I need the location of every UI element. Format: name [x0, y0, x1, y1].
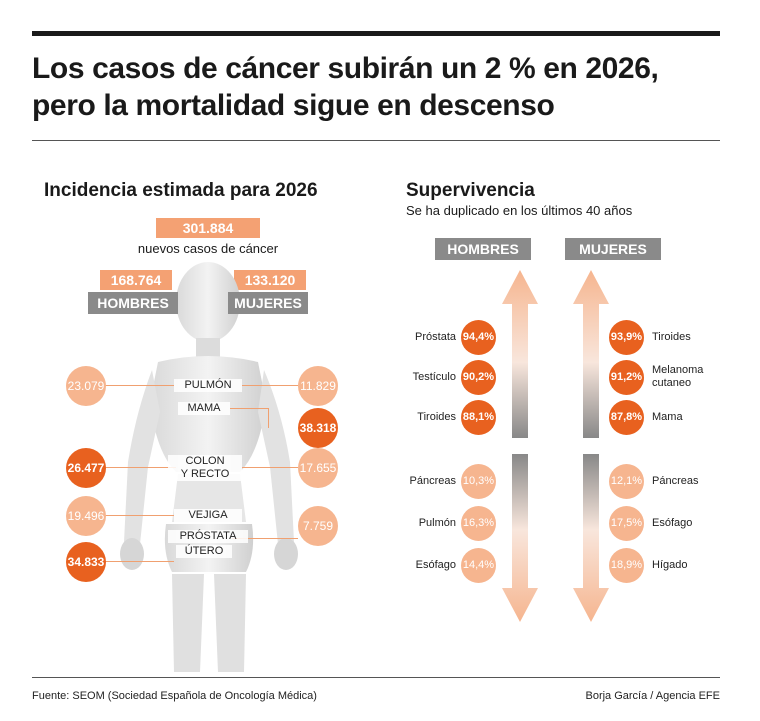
- men-high-label-testicle: Testículo: [412, 371, 456, 383]
- men-high-label-prostate: Próstata: [415, 331, 456, 343]
- men-total-badge: 168.764: [100, 270, 172, 290]
- credit-note: Borja García / Agencia EFE: [585, 690, 720, 702]
- connector-line: [242, 385, 298, 386]
- header-divider: [32, 140, 720, 141]
- women-colon-cases: 17.655: [298, 448, 338, 488]
- incidence-heading: Incidencia estimada para 2026: [44, 180, 318, 201]
- total-cases-badge: 301.884: [156, 218, 260, 238]
- women-high-value-thyroid: 93,9%: [609, 320, 644, 355]
- men-column-header: HOMBRES: [88, 292, 178, 314]
- women-high-label-breast: Mama: [652, 411, 683, 423]
- headline: Los casos de cáncer subirán un 2 % en 20…: [32, 50, 732, 124]
- women-high-label-melanoma-line2: cutaneo: [652, 377, 692, 389]
- women-low-label-pancreas: Páncreas: [652, 475, 699, 487]
- women-high-value-breast: 87,8%: [609, 400, 644, 435]
- women-low-label-liver: Hígado: [652, 559, 688, 571]
- connector-line: [104, 561, 174, 562]
- survival-subheading: Se ha duplicado en los últimos 40 años: [406, 203, 633, 218]
- source-note: Fuente: SEOM (Sociedad Española de Oncol…: [32, 690, 317, 702]
- women-breast-cases: 38.318: [298, 408, 338, 448]
- women-low-value-pancreas: 12,1%: [609, 464, 644, 499]
- women-survival-arrow-illustration: [573, 270, 609, 622]
- women-low-label-esophagus: Esófago: [652, 517, 693, 529]
- total-cases-label: nuevos casos de cáncer: [137, 241, 279, 256]
- men-prostate-cases: 34.833: [66, 542, 106, 582]
- men-high-value-testicle: 90,2%: [461, 360, 496, 395]
- organ-label-uterus: ÚTERO: [176, 545, 232, 558]
- women-high-label-thyroid: Tiroides: [652, 331, 691, 343]
- organ-label-prostate: PRÓSTATA: [168, 530, 248, 543]
- men-low-value-esophagus: 14,4%: [461, 548, 496, 583]
- women-high-label-melanoma-line1: Melanoma: [652, 364, 704, 376]
- organ-label-colon-line1: COLON: [185, 455, 225, 467]
- connector-line: [104, 515, 174, 516]
- women-lung-cases: 11.829: [298, 366, 338, 406]
- connector-line: [268, 408, 269, 428]
- men-colon-cases: 26.477: [66, 448, 106, 488]
- survival-men-header: HOMBRES: [435, 238, 531, 260]
- men-low-label-esophagus: Esófago: [415, 559, 456, 571]
- connector-line: [104, 467, 176, 468]
- organ-label-breast: MAMA: [178, 402, 230, 415]
- connector-line: [230, 408, 268, 409]
- organ-label-bladder: VEJIGA: [174, 509, 242, 522]
- footer-divider: [32, 677, 720, 678]
- men-lung-cases: 23.079: [66, 366, 106, 406]
- women-low-value-liver: 18,9%: [609, 548, 644, 583]
- men-low-label-lung: Pulmón: [418, 517, 456, 529]
- women-high-label-melanoma: Melanoma cutaneo: [652, 364, 703, 390]
- men-low-label-pancreas: Páncreas: [409, 475, 456, 487]
- men-bladder-cases: 19.496: [66, 496, 106, 536]
- women-high-value-melanoma: 91,2%: [609, 360, 644, 395]
- connector-line: [104, 385, 174, 386]
- survival-heading: Supervivencia: [406, 180, 535, 201]
- organ-label-colon-line2: Y RECTO: [180, 468, 230, 480]
- survival-women-header: MUJERES: [565, 238, 661, 260]
- top-rule: [32, 31, 720, 36]
- connector-line: [242, 467, 298, 468]
- headline-line-2: pero la mortalidad sigue en descenso: [32, 89, 555, 122]
- women-total-badge: 133.120: [234, 270, 306, 290]
- men-high-value-thyroid: 88,1%: [461, 400, 496, 435]
- connector-line: [232, 538, 298, 539]
- women-low-value-esophagus: 17,5%: [609, 506, 644, 541]
- men-high-value-prostate: 94,4%: [461, 320, 496, 355]
- men-low-value-pancreas: 10,3%: [461, 464, 496, 499]
- women-uterus-cases: 7.759: [298, 506, 338, 546]
- organ-label-colon: COLON Y RECTO: [168, 455, 242, 481]
- organ-label-lung: PULMÓN: [174, 379, 242, 392]
- men-survival-arrow-illustration: [502, 270, 538, 622]
- men-low-value-lung: 16,3%: [461, 506, 496, 541]
- headline-line-1: Los casos de cáncer subirán un 2 % en 20…: [32, 52, 659, 85]
- men-high-label-thyroid: Tiroides: [417, 411, 456, 423]
- women-column-header: MUJERES: [228, 292, 308, 314]
